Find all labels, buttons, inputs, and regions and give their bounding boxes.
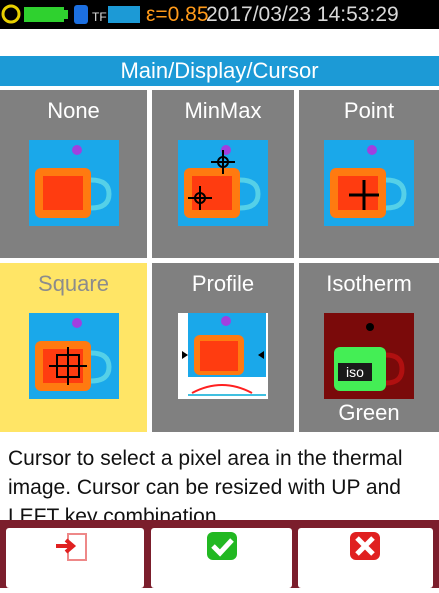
tile-label: Point: [343, 98, 395, 123]
tile-point[interactable]: Point: [299, 90, 439, 258]
tile-isotherm[interactable]: Isotherm iso Green: [299, 263, 439, 432]
cancel-icon: [350, 532, 380, 560]
tile-label: None: [47, 98, 100, 123]
tile-label: Profile: [191, 271, 255, 296]
thumbnail: [178, 313, 268, 399]
status-icons: TF: [1, 4, 140, 24]
emissivity: ε=0.85: [146, 3, 209, 26]
thumbnail: [324, 140, 414, 226]
description: Cursor to select a pixel area in the the…: [8, 447, 403, 520]
exit-icon: [56, 533, 87, 561]
ok-icon: [207, 532, 237, 560]
tile-none[interactable]: None: [0, 90, 147, 258]
tile-minmax[interactable]: MinMax: [152, 90, 294, 258]
tile-profile[interactable]: Profile: [152, 263, 294, 432]
thumbnail: [28, 140, 119, 226]
thumbnail: [28, 313, 119, 399]
thumbnail: iso: [324, 313, 414, 399]
cancel-button[interactable]: [298, 528, 433, 588]
exit-button[interactable]: [6, 528, 144, 588]
ok-button[interactable]: [151, 528, 292, 588]
datetime: 2017/03/23 14:53:29: [206, 3, 399, 26]
tile-label: Isotherm: [326, 271, 412, 296]
tile-label: MinMax: [184, 98, 262, 123]
status-bar: TF ε=0.85 2017/03/23 14:53:29: [0, 0, 439, 29]
iso-label: iso: [346, 364, 364, 380]
tile-label: Square: [38, 271, 109, 296]
thumbnail: [178, 140, 268, 226]
tile-square[interactable]: Square: [0, 263, 147, 432]
button-bar: [0, 520, 439, 588]
tile-sublabel: Green: [338, 400, 400, 425]
menu-title: Main/Display/Cursor: [0, 56, 439, 86]
svg-text:TF: TF: [92, 10, 107, 24]
